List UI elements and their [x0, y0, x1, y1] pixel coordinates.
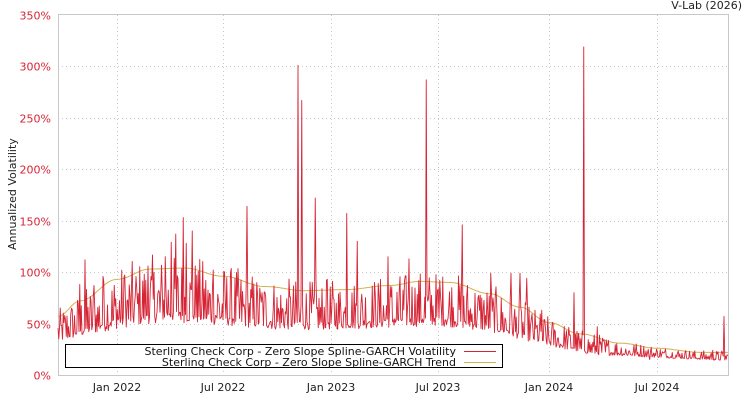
x-tick-label: Jul 2024 — [634, 381, 680, 394]
volatility-line — [57, 46, 729, 361]
legend-swatch — [464, 362, 496, 363]
x-tick-label: Jan 2023 — [306, 381, 355, 394]
x-tick-label: Jul 2023 — [415, 381, 461, 394]
y-tick-label: 50% — [27, 319, 51, 332]
y-axis-label: Annualized Volatility — [6, 138, 19, 250]
y-axis-ticks: 0% 50% 100% 150% 200% 250% 300% 350% — [20, 10, 51, 383]
legend-item-trend: Sterling Check Corp - Zero Slope Spline-… — [162, 356, 496, 369]
x-tick-label: Jul 2022 — [200, 381, 246, 394]
x-tick-label: Jan 2024 — [524, 381, 573, 394]
legend-swatch — [464, 351, 496, 352]
y-tick-label: 0% — [34, 370, 51, 383]
y-tick-label: 300% — [20, 61, 51, 74]
legend-label: Sterling Check Corp - Zero Slope Spline-… — [161, 356, 456, 369]
x-axis-ticks: Jan 2022 Jul 2022 Jan 2023 Jul 2023 Jan 2024… — [92, 381, 680, 394]
trend-line — [57, 267, 728, 353]
y-tick-label: 100% — [20, 267, 51, 280]
legend-item-volatility: Sterling Check Corp - Zero Slope Spline-… — [145, 345, 496, 358]
plot-frame — [58, 14, 729, 376]
y-tick-label: 250% — [20, 113, 51, 126]
source-credit: V-Lab (2026) — [671, 0, 742, 12]
legend-label: Sterling Check Corp - Zero Slope Spline-… — [144, 345, 456, 358]
x-tick-label: Jan 2022 — [92, 381, 141, 394]
y-tick-label: 150% — [20, 216, 51, 229]
y-tick-label: 200% — [20, 164, 51, 177]
y-tick-label: 350% — [20, 10, 51, 23]
legend: Sterling Check Corp - Zero Slope Spline-… — [65, 344, 503, 369]
